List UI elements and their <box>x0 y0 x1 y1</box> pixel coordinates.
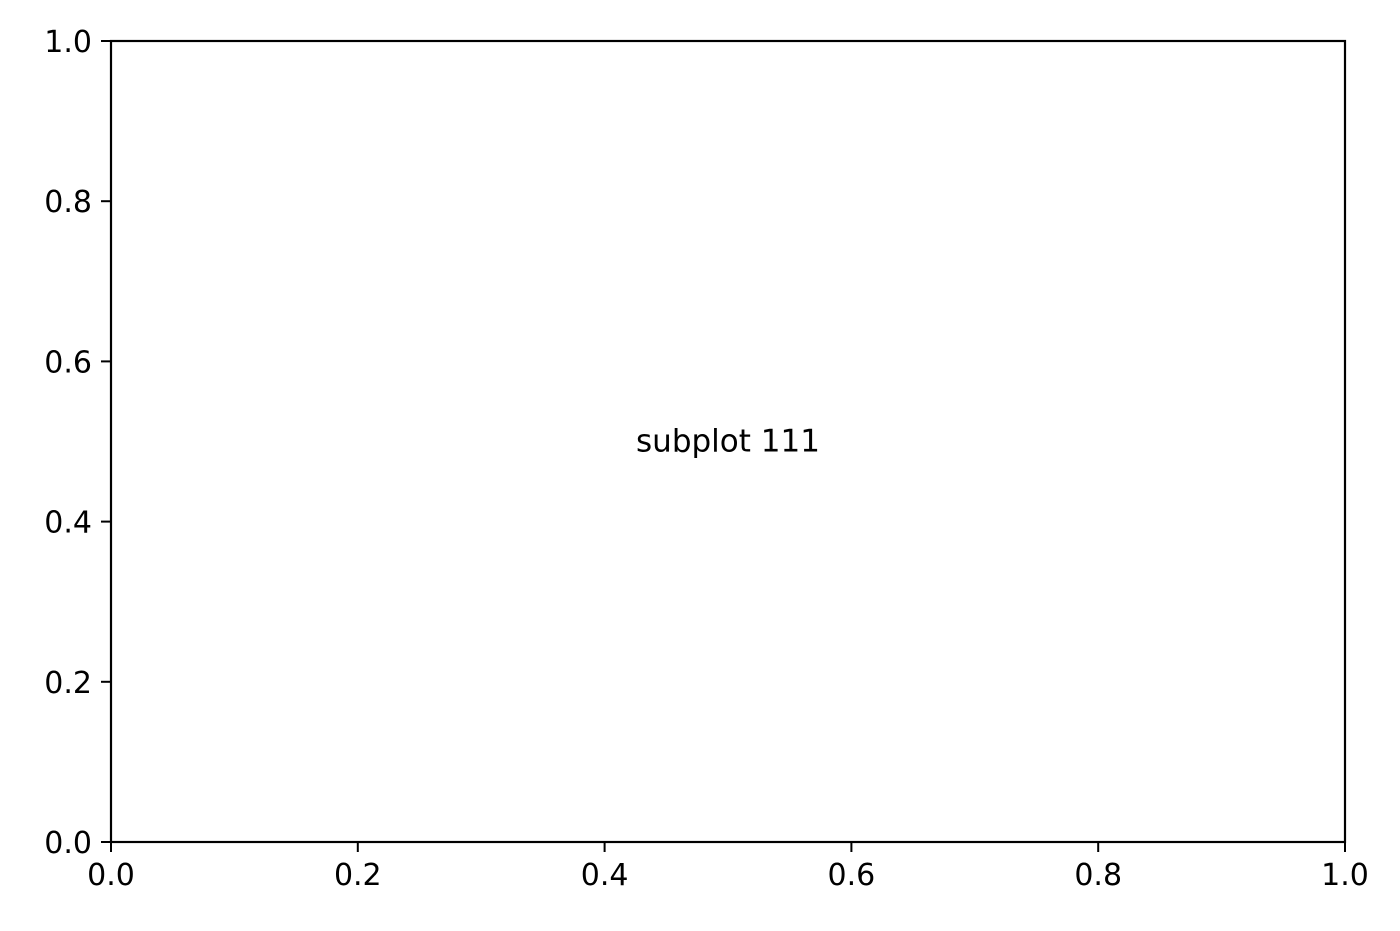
y-tick-label: 1.0 <box>44 25 92 60</box>
annotations: subplot 111 <box>636 424 820 460</box>
y-tick-label: 0.8 <box>44 185 92 220</box>
axes-frame <box>109 39 1347 844</box>
x-tick-label: 0.2 <box>334 858 382 893</box>
plot-area <box>111 41 1345 842</box>
y-axis: 0.0 0.2 0.4 0.6 0.8 1.0 <box>44 25 111 861</box>
x-tick-label: 0.6 <box>828 858 876 893</box>
y-tick-label: 0.4 <box>44 506 92 541</box>
x-tick-label: 0.0 <box>87 858 135 893</box>
y-tick-label: 0.0 <box>44 826 92 861</box>
x-tick-label: 1.0 <box>1321 858 1369 893</box>
y-tick-label: 0.6 <box>44 345 92 380</box>
annotation-text: subplot 111 <box>636 424 820 460</box>
x-tick-label: 0.4 <box>581 858 629 893</box>
y-tick-label: 0.2 <box>44 666 92 701</box>
x-tick-label: 0.8 <box>1074 858 1122 893</box>
x-axis: 0.0 0.2 0.4 0.6 0.8 1.0 <box>87 842 1369 893</box>
